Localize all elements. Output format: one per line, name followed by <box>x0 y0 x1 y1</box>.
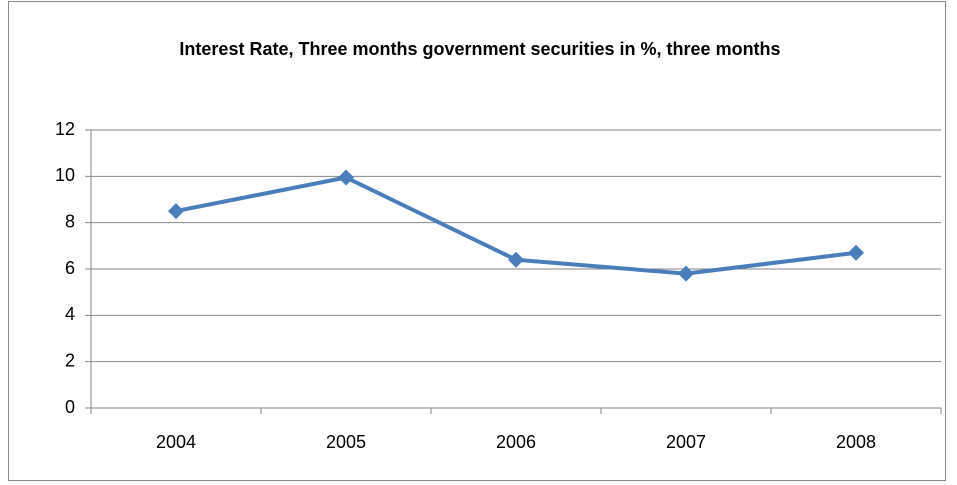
y-tick-label: 0 <box>65 397 75 417</box>
y-tick-label: 4 <box>65 304 75 324</box>
marker <box>508 251 524 268</box>
y-tick-label: 10 <box>55 165 75 185</box>
y-tick-label: 6 <box>65 258 75 278</box>
x-tick-label: 2007 <box>666 432 706 452</box>
chart-title: Interest Rate, Three months government s… <box>179 39 781 59</box>
marker <box>678 265 694 282</box>
x-tick-label: 2006 <box>496 432 536 452</box>
chart-frame <box>8 1 946 481</box>
y-tick-label: 8 <box>65 211 75 231</box>
y-tick-label: 12 <box>55 119 75 139</box>
marker <box>338 169 354 186</box>
y-tick-label: 2 <box>65 350 75 370</box>
x-tick-label: 2005 <box>326 432 366 452</box>
x-tick-label: 2008 <box>836 432 876 452</box>
x-tick-label: 2004 <box>156 432 196 452</box>
marker <box>848 244 864 261</box>
marker <box>168 203 184 220</box>
